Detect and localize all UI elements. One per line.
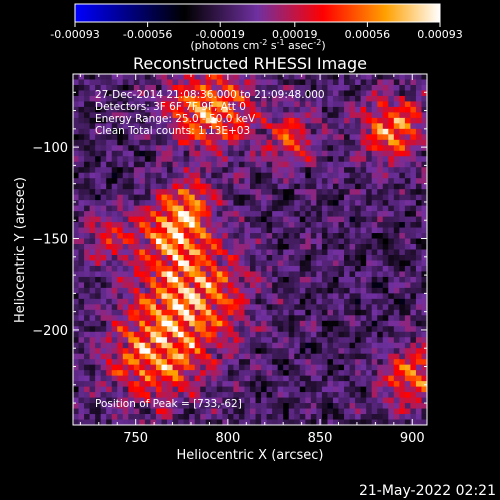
y-tick-label: −200 xyxy=(32,324,68,339)
colorbar-tick-label: 0.00056 xyxy=(345,28,391,41)
x-tick-label: 850 xyxy=(308,431,333,446)
annotation-detectors: Detectors: 3F 6F 7F 9F, Att 0 xyxy=(95,101,246,113)
colorbar xyxy=(74,3,441,23)
annotation-method: Clean Total counts: 1.13E+03 xyxy=(95,125,250,137)
y-tick-label: −100 xyxy=(32,141,68,156)
heatmap-image xyxy=(73,74,427,425)
colorbar-ticks xyxy=(74,22,441,27)
y-axis-label: Heliocentric Y (arcsec) xyxy=(13,177,28,323)
colorbar-tick-label: -0.00056 xyxy=(123,28,172,41)
y-axis-ticks xyxy=(73,73,427,404)
colorbar-tick-label: -0.00093 xyxy=(50,28,99,41)
colorbar-tick-labels: -0.00093 -0.00056 -0.00019 0.00019 0.00056 0.… xyxy=(50,28,462,41)
colorbar-tick-label: -0.00019 xyxy=(195,28,244,41)
x-tick-label: 750 xyxy=(123,431,148,446)
colorbar-tick-label: 0.00019 xyxy=(272,28,318,41)
annotation-block: 27-Dec-2014 21:08:36.000 to 21:09:48.000… xyxy=(95,89,325,137)
colorbar-tick-label: 0.00093 xyxy=(417,28,463,41)
x-axis-ticks xyxy=(79,74,413,425)
chart-title: Reconstructed RHESSI Image xyxy=(133,54,367,73)
y-axis-tick-labels: −100 −150 −200 xyxy=(32,141,68,339)
plot-frame xyxy=(72,73,428,426)
annotation-energy: Energy Range: 25.0 - 50.0 keV xyxy=(95,113,256,125)
x-axis-tick-labels: 750 800 850 900 xyxy=(123,431,424,446)
annotation-time: 27-Dec-2014 21:08:36.000 to 21:09:48.000 xyxy=(95,89,325,101)
annotation-peak: Position of Peak = [733,-62] xyxy=(95,398,242,410)
colorbar-unit-label: (photons cm-2 s-1 asec-2) xyxy=(190,38,325,52)
x-tick-label: 900 xyxy=(400,431,425,446)
x-tick-label: 800 xyxy=(215,431,240,446)
y-tick-label: −150 xyxy=(32,233,68,248)
footer-timestamp: 21-May-2022 02:21 xyxy=(359,483,496,499)
x-axis-label: Heliocentric X (arcsec) xyxy=(177,448,324,463)
